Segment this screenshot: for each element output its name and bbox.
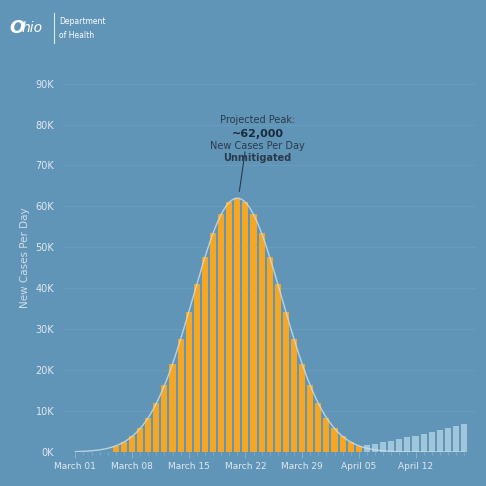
Bar [250, 214, 257, 452]
Bar [307, 385, 313, 452]
Bar [461, 424, 467, 452]
Bar [413, 435, 418, 452]
Text: Unmitigated: Unmitigated [224, 154, 292, 163]
Bar [121, 442, 127, 452]
Bar [364, 445, 370, 452]
Bar [291, 339, 297, 452]
Bar [315, 403, 321, 452]
Bar [437, 430, 443, 452]
Bar [145, 417, 151, 452]
Bar [259, 233, 265, 452]
Bar [113, 446, 119, 452]
Bar [161, 385, 168, 452]
Bar [202, 257, 208, 452]
Text: O: O [9, 19, 24, 37]
Text: Projected Peak:: Projected Peak: [220, 115, 295, 124]
Bar [347, 442, 354, 452]
Bar [129, 436, 135, 452]
Bar [429, 432, 435, 452]
Bar [388, 441, 394, 452]
Bar [356, 446, 362, 452]
Bar [380, 442, 386, 452]
Text: New Cases Per Day: New Cases Per Day [210, 141, 305, 151]
Bar [218, 214, 224, 452]
Bar [283, 312, 289, 452]
Bar [340, 448, 346, 452]
Text: hio: hio [21, 21, 42, 35]
Bar [170, 364, 175, 452]
Bar [420, 434, 427, 452]
Bar [396, 439, 402, 452]
Text: of Health: of Health [59, 31, 94, 40]
Bar [323, 417, 330, 452]
Bar [275, 284, 281, 452]
Bar [226, 202, 232, 452]
Bar [356, 446, 362, 452]
Bar [186, 312, 192, 452]
Bar [137, 429, 143, 452]
Bar [404, 437, 411, 452]
Text: ~62,000: ~62,000 [232, 129, 283, 139]
Bar [347, 447, 354, 452]
Bar [299, 364, 305, 452]
Bar [210, 233, 216, 452]
Y-axis label: New Cases Per Day: New Cases Per Day [20, 207, 30, 308]
Bar [243, 202, 248, 452]
Text: Department: Department [59, 17, 106, 26]
Bar [331, 429, 338, 452]
Bar [267, 257, 273, 452]
Bar [177, 339, 184, 452]
Bar [340, 436, 346, 452]
Bar [234, 198, 241, 452]
Bar [445, 428, 451, 452]
Bar [372, 444, 378, 452]
Bar [153, 403, 159, 452]
Bar [453, 426, 459, 452]
Bar [194, 284, 200, 452]
